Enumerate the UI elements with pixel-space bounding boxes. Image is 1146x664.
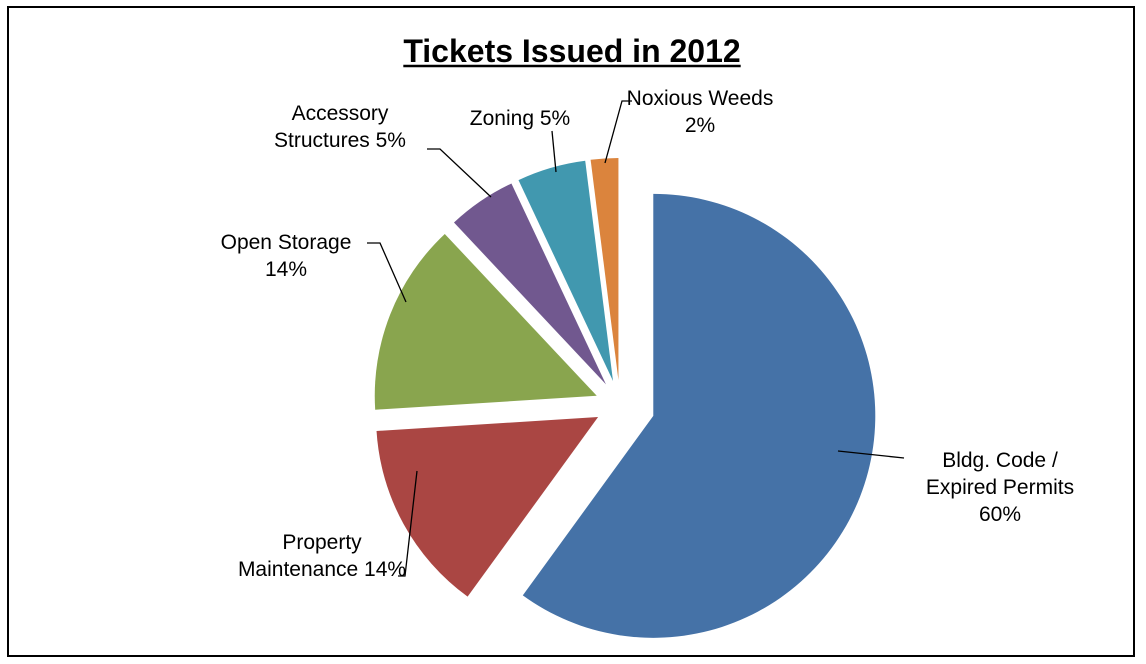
pie-slices bbox=[374, 158, 876, 638]
data-label-line: 2% bbox=[685, 114, 715, 137]
leader-line-noxious-weeds bbox=[604, 100, 632, 164]
pie-slice-bldg-code-expired-permits bbox=[522, 193, 876, 638]
data-label-line: Accessory bbox=[292, 102, 389, 125]
data-label-property-maintenance: Property Maintenance 14% bbox=[238, 531, 406, 581]
data-label-line: Bldg. Code / bbox=[942, 449, 1058, 472]
leader-line-property-maintenance bbox=[398, 470, 418, 577]
label-leader-lines bbox=[367, 100, 905, 577]
data-label-line: Maintenance 14% bbox=[238, 558, 406, 581]
pie-slice-noxious-weeds bbox=[590, 158, 619, 381]
data-labels: Bldg. Code / Expired Permits 60% Property Ma… bbox=[221, 87, 1074, 581]
data-label-line: Noxious Weeds bbox=[627, 87, 774, 110]
data-label-line: Zoning 5% bbox=[470, 107, 570, 130]
data-label-line: 60% bbox=[979, 503, 1021, 526]
leader-line-accessory-structures bbox=[427, 148, 492, 198]
leader-line-open-storage bbox=[367, 242, 407, 303]
data-label-line: 14% bbox=[265, 258, 307, 281]
data-label-noxious-weeds: Noxious Weeds 2% bbox=[627, 87, 774, 137]
data-label-line: Expired Permits bbox=[926, 476, 1074, 499]
pie-slice-open-storage bbox=[374, 233, 597, 410]
data-label-bldg-code-expired-permits: Bldg. Code / Expired Permits 60% bbox=[926, 449, 1074, 526]
data-label-line: Structures 5% bbox=[274, 129, 406, 152]
data-label-line: Property bbox=[282, 531, 362, 554]
pie-slice-zoning bbox=[518, 160, 614, 381]
leader-line-zoning bbox=[551, 130, 557, 173]
chart-title: Tickets Issued in 2012 bbox=[403, 33, 740, 69]
data-label-open-storage: Open Storage 14% bbox=[221, 231, 352, 281]
pie-slice-accessory-structures bbox=[453, 183, 606, 385]
data-label-accessory-structures: Accessory Structures 5% bbox=[274, 102, 406, 152]
data-label-zoning: Zoning 5% bbox=[470, 107, 570, 130]
data-label-line: Open Storage bbox=[221, 231, 352, 254]
leader-line-bldg-code-expired-permits bbox=[837, 450, 905, 459]
pie-slice-property-maintenance bbox=[376, 417, 599, 597]
chart-title-group: Tickets Issued in 2012 bbox=[403, 33, 741, 69]
